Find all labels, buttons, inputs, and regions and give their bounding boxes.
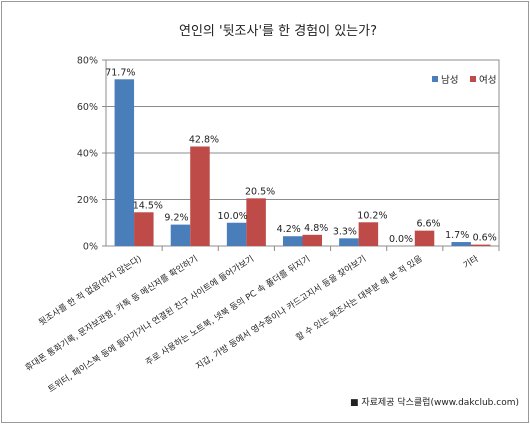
data-label: 42.8% [189, 134, 219, 145]
bar-female [134, 212, 154, 246]
source-note: ■ 자료제공 닥스클럽(www.dakclub.com) [350, 397, 519, 408]
data-label: 6.6% [416, 219, 440, 230]
y-tick-label: 60% [77, 102, 98, 113]
y-tick-label: 40% [77, 149, 98, 160]
bar-male [339, 238, 359, 246]
legend-label: 남성 [441, 75, 458, 86]
bar-male [226, 222, 247, 246]
bar-female [246, 198, 266, 246]
data-label: 10.0% [218, 211, 248, 222]
bar-male [451, 242, 471, 246]
data-label: 10.2% [357, 210, 387, 221]
bar-male [283, 236, 303, 246]
data-label: 71.7% [105, 67, 135, 78]
category-label: 기타 [461, 253, 480, 271]
legend-swatch [432, 76, 438, 82]
data-label: 0.0% [389, 234, 413, 245]
bar-female [414, 230, 435, 246]
y-tick-label: 80% [77, 56, 98, 67]
bar-female [190, 146, 210, 246]
category-label: 뒷조사를 한 적 없음(하지 않는다) [36, 252, 144, 328]
y-tick-label: 20% [77, 195, 98, 206]
bar-female [470, 244, 491, 246]
data-label: 3.3% [333, 226, 357, 237]
data-label: 4.2% [277, 224, 301, 235]
legend: 남성 여성 [432, 74, 496, 86]
category-label: 트위터, 페이스북 등에 들어가거나 연결된 친구 사이트에 들어가보기 [45, 252, 256, 395]
data-label: 4.8% [304, 223, 328, 234]
data-label: 0.6% [473, 233, 497, 244]
bar-female [358, 222, 379, 246]
y-tick-label: 0% [83, 242, 98, 253]
legend-swatch [470, 76, 476, 82]
legend-label: 여성 [479, 74, 496, 86]
bar-male [170, 224, 191, 246]
bar-male [114, 79, 135, 246]
data-label: 14.5% [133, 200, 163, 211]
chart-title: 연인의 '뒷조사'를 한 경험이 있는가? [179, 24, 377, 39]
data-label: 1.7% [445, 230, 469, 241]
bar-female [302, 234, 322, 246]
data-label: 20.5% [245, 186, 275, 197]
data-label: 9.2% [164, 213, 188, 224]
